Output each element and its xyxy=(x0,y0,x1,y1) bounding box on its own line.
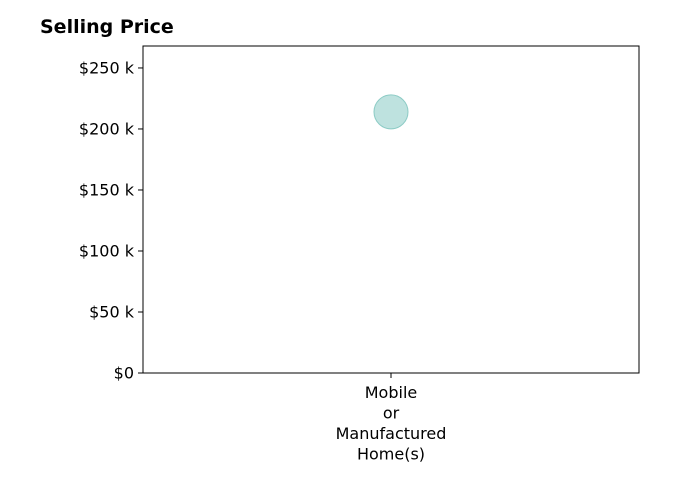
y-axis: $0 $50 k $100 k $150 k $200 k $250 k xyxy=(79,58,143,383)
y-tick-label: $200 k xyxy=(79,119,135,138)
y-tick-label: $250 k xyxy=(79,58,135,77)
x-tick-label: Mobile or Manufactured Home(s) xyxy=(336,383,447,464)
chart-title: Selling Price xyxy=(40,16,174,38)
data-points xyxy=(373,94,409,130)
y-tick-label: $0 xyxy=(114,364,134,383)
y-tick-label: $100 k xyxy=(79,241,135,260)
y-tick-label: $50 k xyxy=(89,302,135,321)
plot-frame xyxy=(142,45,640,374)
x-axis: Mobile or Manufactured Home(s) xyxy=(336,373,447,464)
y-tick-label: $150 k xyxy=(79,180,135,199)
data-point xyxy=(373,94,409,130)
